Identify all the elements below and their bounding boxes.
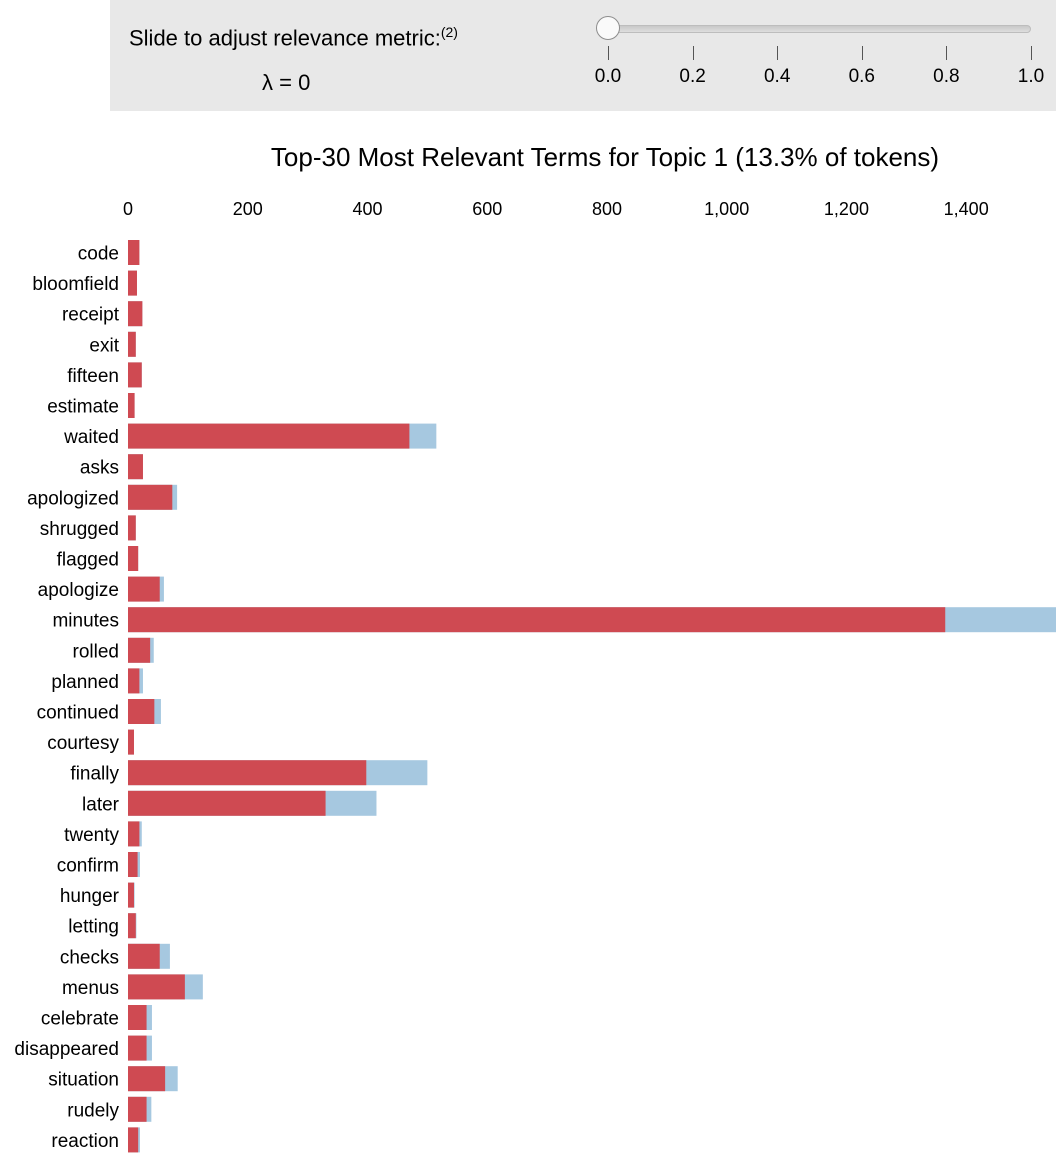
term-label[interactable]: rudely <box>67 1100 119 1121</box>
bars <box>128 240 1056 1153</box>
slider-tick-label: 0.0 <box>594 66 622 87</box>
topic-frequency-bar[interactable] <box>128 393 135 418</box>
topic-frequency-bar[interactable] <box>128 637 151 663</box>
slider-tick-mark <box>608 46 609 60</box>
slider-tick-mark <box>946 46 948 60</box>
term-label[interactable]: receipt <box>62 305 120 326</box>
term-label[interactable]: exit <box>89 335 119 356</box>
topic-frequency-bar[interactable] <box>128 607 946 633</box>
term-label[interactable]: continued <box>37 703 119 724</box>
term-label[interactable]: disappeared <box>14 1039 119 1060</box>
term-label[interactable]: situation <box>48 1070 119 1091</box>
term-label[interactable]: fifteen <box>67 366 119 387</box>
slider-label: Slide to adjust relevance metric:(2) <box>129 24 458 51</box>
chart-title: Top-30 Most Relevant Terms for Topic 1 (… <box>271 142 939 172</box>
term-label[interactable]: later <box>82 794 120 815</box>
term-label[interactable]: planned <box>51 672 119 693</box>
term-label[interactable]: letting <box>68 917 119 938</box>
topic-frequency-bar[interactable] <box>128 1127 139 1153</box>
term-label[interactable]: celebrate <box>41 1009 119 1030</box>
x-tick-label: 600 <box>472 199 502 219</box>
slider-tick-mark <box>777 46 779 60</box>
topic-frequency-bar[interactable] <box>128 331 136 357</box>
term-labels: code bloomfield receipt exit fifteen estimate… <box>14 244 119 1152</box>
relevance-slider-panel: Slide to adjust relevance metric:(2) λ =… <box>110 0 1056 111</box>
topic-frequency-bar[interactable] <box>128 362 142 388</box>
term-label[interactable]: courtesy <box>47 733 119 754</box>
term-label[interactable]: flagged <box>57 550 119 571</box>
slider-tick-label: 0.2 <box>679 66 706 87</box>
topic-frequency-bar[interactable] <box>128 454 143 480</box>
topic-frequency-bar[interactable] <box>128 699 155 724</box>
term-label[interactable]: code <box>78 244 119 265</box>
topic-frequency-bar[interactable] <box>128 1066 166 1092</box>
topic-frequency-bar[interactable] <box>128 240 140 265</box>
term-label[interactable]: menus <box>62 978 119 999</box>
topic-frequency-bar[interactable] <box>128 546 139 571</box>
term-label[interactable]: bloomfield <box>32 274 119 295</box>
topic-frequency-bar[interactable] <box>128 821 140 847</box>
topic-frequency-bar[interactable] <box>128 423 410 449</box>
term-label[interactable]: twenty <box>64 825 119 846</box>
topic-frequency-bar[interactable] <box>128 760 367 786</box>
slider-tick-mark <box>692 46 694 60</box>
x-axis: 0 200 400 600 800 1,000 1,200 1,400 <box>123 199 989 219</box>
topic-frequency-bar[interactable] <box>128 484 173 510</box>
topic-frequency-bar[interactable] <box>128 668 140 694</box>
topic-frequency-bar[interactable] <box>128 515 136 541</box>
topic-frequency-bar[interactable] <box>128 1005 147 1030</box>
topic-frequency-bar[interactable] <box>128 882 134 908</box>
term-label[interactable]: waited <box>63 427 119 448</box>
topic-frequency-bar[interactable] <box>128 943 160 969</box>
term-label[interactable]: rolled <box>73 641 119 662</box>
slider-tick-label: 1.0 <box>1017 66 1045 87</box>
topic-frequency-bar[interactable] <box>128 576 160 602</box>
topic-frequency-bar[interactable] <box>128 729 134 755</box>
x-tick-label: 1,000 <box>704 199 749 219</box>
term-label[interactable]: hunger <box>60 886 120 907</box>
x-tick-label: 400 <box>352 199 382 219</box>
term-label[interactable]: confirm <box>57 856 119 877</box>
topic-frequency-bar[interactable] <box>128 270 137 296</box>
term-label[interactable]: reaction <box>51 1131 119 1152</box>
topic-frequency-bar[interactable] <box>128 974 185 1000</box>
slider-tick-mark <box>1031 46 1032 60</box>
term-label[interactable]: finally <box>70 764 119 785</box>
slider-thumb[interactable] <box>596 16 620 40</box>
slider-tick-label: 0.4 <box>763 66 791 87</box>
topic-frequency-bar[interactable] <box>128 790 326 816</box>
topic-frequency-bar[interactable] <box>128 1035 147 1061</box>
term-label[interactable]: apologized <box>27 488 119 509</box>
slider-tick-mark <box>861 46 863 60</box>
topic-frequency-bar[interactable] <box>128 301 143 327</box>
footnote-link[interactable]: (2) <box>440 24 458 40</box>
term-label[interactable]: shrugged <box>40 519 119 540</box>
term-label[interactable]: apologize <box>38 580 119 601</box>
slider-label-text: Slide to adjust relevance metric: <box>129 25 441 51</box>
topic-frequency-bar[interactable] <box>128 913 136 939</box>
term-label[interactable]: minutes <box>52 611 119 632</box>
term-label[interactable]: estimate <box>47 397 119 418</box>
topic-frequency-bar[interactable] <box>128 852 138 877</box>
lambda-readout: λ = 0 <box>262 70 311 95</box>
topic-frequency-bar[interactable] <box>128 1096 147 1122</box>
slider-tick-label: 0.8 <box>933 66 960 87</box>
x-tick-label: 800 <box>592 199 622 219</box>
term-label[interactable]: asks <box>80 458 119 479</box>
term-label[interactable]: checks <box>60 947 119 968</box>
x-tick-label: 1,400 <box>944 199 989 219</box>
x-tick-label: 0 <box>123 199 133 219</box>
slider-tick-label: 0.6 <box>848 66 876 87</box>
x-tick-label: 1,200 <box>824 199 869 219</box>
x-tick-label: 200 <box>233 199 263 219</box>
